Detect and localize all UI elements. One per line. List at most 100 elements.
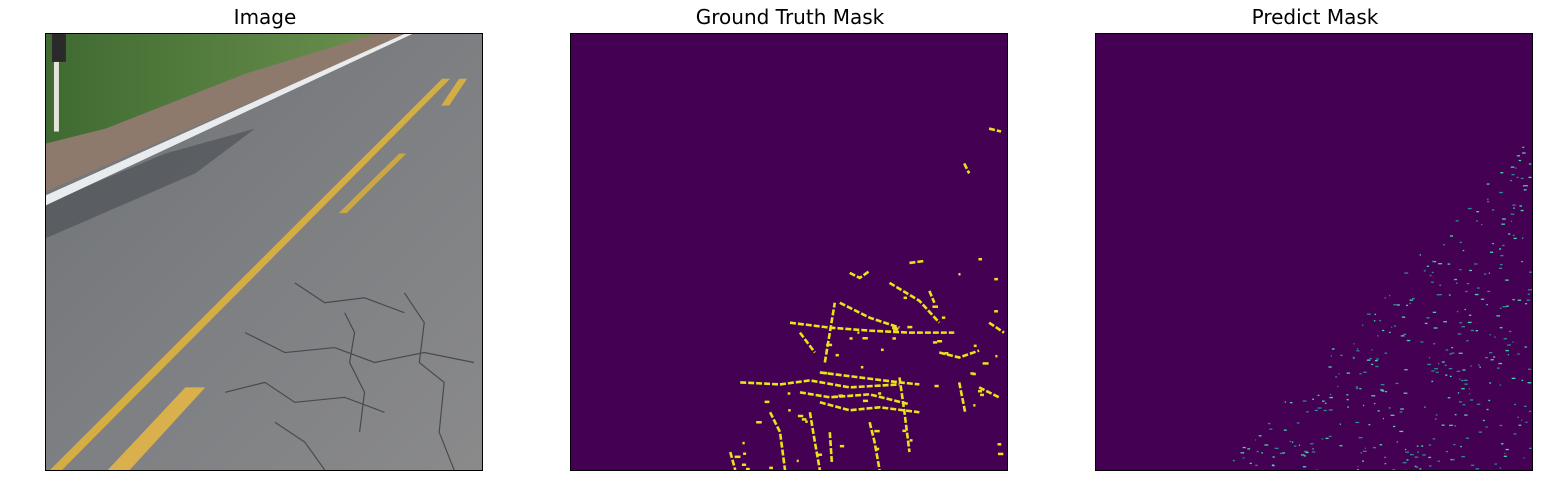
pred-crack-speck [1513, 207, 1515, 209]
gt-crack-speck [874, 429, 880, 433]
pred-crack-speck [1390, 414, 1395, 416]
gt-crack-speck [823, 371, 828, 375]
gt-crack-speck [892, 326, 898, 330]
pred-crack-speck [1303, 455, 1306, 457]
gt-crack-speck [970, 372, 975, 375]
pred-crack-speck [1517, 299, 1522, 301]
pred-crack-speck [1507, 344, 1511, 346]
pred-crack-speck [1329, 396, 1333, 399]
pred-crack-speck [1466, 282, 1470, 285]
pred-crack-speck [1359, 388, 1362, 390]
gt-crack-segment [888, 281, 941, 324]
pred-crack-speck [1389, 331, 1391, 334]
pred-crack-speck [1491, 209, 1495, 211]
ground-truth-title: Ground Truth Mask [695, 5, 885, 29]
pred-crack-speck [1479, 366, 1481, 368]
pred-crack-speck [1356, 350, 1360, 352]
pred-crack-speck [1314, 409, 1318, 412]
pred-crack-speck [1420, 341, 1424, 343]
pred-crack-speck [1502, 218, 1506, 220]
pred-crack-speck [1367, 313, 1371, 315]
pred-crack-speck [1361, 324, 1364, 326]
pred-crack-speck [1459, 322, 1463, 324]
pred-crack-speck [1346, 372, 1351, 374]
pred-crack-speck [1518, 159, 1522, 162]
pred-crack-speck [1395, 382, 1399, 385]
gt-crack-speck [982, 362, 989, 365]
pred-crack-speck [1435, 371, 1439, 374]
pred-crack-speck [1268, 422, 1271, 425]
pred-crack-speck [1476, 210, 1480, 213]
gt-crack-speck [839, 444, 845, 448]
pred-crack-speck [1512, 234, 1515, 237]
pred-crack-speck [1526, 299, 1531, 301]
pred-crack-speck [1392, 469, 1396, 470]
pred-crack-speck [1339, 423, 1341, 425]
pred-crack-speck [1498, 362, 1503, 365]
pred-crack-speck [1384, 352, 1388, 354]
pred-crack-speck [1464, 383, 1468, 385]
pred-crack-speck [1469, 399, 1474, 401]
pred-crack-speck [1451, 346, 1454, 349]
gt-crack-segment [789, 321, 955, 334]
pred-crack-speck [1419, 468, 1422, 470]
pred-crack-speck [1372, 447, 1377, 449]
gt-crack-speck [796, 459, 799, 463]
pred-crack-speck [1409, 302, 1412, 305]
pred-crack-speck [1435, 414, 1438, 416]
pred-crack-speck [1421, 445, 1424, 447]
pred-crack-speck [1453, 443, 1456, 446]
pred-crack-speck [1455, 282, 1458, 284]
pred-crack-speck [1438, 294, 1442, 296]
pred-crack-speck [1523, 405, 1527, 407]
pred-crack-speck [1317, 407, 1322, 409]
pred-crack-speck [1520, 177, 1524, 180]
pred-crack-speck [1525, 303, 1528, 305]
gt-crack-speck [797, 414, 804, 418]
pred-crack-speck [1385, 390, 1388, 393]
pred-crack-speck [1454, 278, 1457, 281]
gt-crack-speck [934, 384, 939, 388]
pred-crack-speck [1496, 367, 1500, 369]
pred-crack-speck [1487, 200, 1490, 203]
pred-crack-speck [1515, 167, 1517, 169]
pred-crack-speck [1379, 319, 1381, 322]
pred-crack-speck [1284, 401, 1287, 403]
gt-crack-segment [808, 412, 822, 470]
gt-crack-speck [973, 344, 977, 348]
pred-crack-speck [1489, 382, 1492, 384]
pred-crack-speck [1431, 271, 1434, 274]
pred-crack-speck [1306, 411, 1309, 413]
pred-crack-speck [1272, 456, 1275, 458]
pred-crack-speck [1423, 270, 1426, 272]
road-image-panel [45, 33, 483, 471]
pred-crack-speck [1528, 368, 1532, 370]
pred-crack-speck [1303, 450, 1308, 453]
pred-crack-speck [1335, 376, 1338, 378]
gt-crack-speck [997, 452, 1004, 456]
pred-crack-speck [1522, 146, 1525, 148]
pred-crack-speck [1445, 374, 1448, 376]
gt-crack-segment [938, 349, 980, 359]
pred-crack-speck [1373, 320, 1376, 322]
pred-crack-speck [1503, 338, 1508, 340]
pred-crack-speck [1400, 335, 1405, 337]
pred-crack-speck [1371, 349, 1373, 351]
pred-crack-speck [1513, 433, 1517, 435]
pred-crack-speck [1377, 335, 1379, 337]
pred-crack-speck [1417, 451, 1420, 453]
pred-crack-speck [1524, 346, 1527, 348]
pred-crack-speck [1505, 448, 1509, 451]
pred-crack-speck [1470, 365, 1472, 367]
pred-crack-speck [1317, 394, 1320, 397]
pred-crack-speck [1404, 272, 1409, 274]
pred-crack-speck [1302, 400, 1307, 402]
pred-crack-speck [1462, 369, 1466, 371]
pred-crack-speck [1522, 237, 1524, 239]
pred-crack-speck [1379, 444, 1383, 446]
pred-crack-speck [1449, 375, 1452, 378]
pred-crack-speck [1486, 303, 1488, 306]
pred-crack-speck [1426, 265, 1429, 267]
pred-crack-speck [1500, 172, 1504, 174]
pred-crack-speck [1352, 357, 1355, 360]
